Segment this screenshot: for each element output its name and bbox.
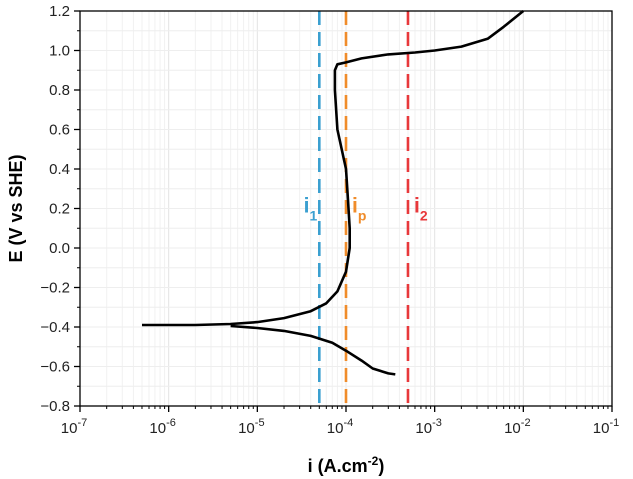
reference-line-labels: i1 ip i2: [304, 194, 428, 223]
x-tick-label: 10-6: [149, 417, 175, 437]
reference-label-subscript: p: [358, 207, 367, 223]
y-tick-label: 1.2: [49, 3, 70, 20]
reference-label-subscript: 1: [310, 207, 318, 223]
y-tick-label: −0.6: [40, 359, 70, 376]
y-tick-label: −0.8: [40, 398, 70, 415]
reference-label-p: ip: [352, 194, 366, 223]
reference-label-base: i: [304, 194, 310, 217]
anodic-curve: [142, 9, 525, 327]
x-axis-title-exponent: -2: [368, 454, 379, 468]
x-tick-label-exponent: -4: [343, 417, 353, 429]
x-tick-label-exponent: -7: [77, 417, 87, 429]
x-tick-label-base: 10: [149, 420, 166, 437]
x-tick-label: 10-7: [61, 417, 87, 437]
x-tick-label-base: 10: [238, 420, 255, 437]
x-tick-label: 10-2: [504, 417, 530, 437]
reference-label-2: i2: [414, 194, 428, 223]
y-tick-label: 1.0: [49, 43, 70, 60]
x-axis-title: i (A.cm-2): [308, 454, 385, 476]
reference-lines: [318, 11, 410, 406]
x-tick-label: 10-1: [593, 417, 619, 437]
y-tick-labels: −0.8 −0.6 −0.4 −0.2 0.0 0.2 0.4 0.6 0.8 1.0 1.2: [40, 3, 70, 415]
y-axis-title: E (V vs SHE): [6, 154, 26, 262]
x-tick-labels: 10-7 10-6 10-5 10-4 10-3 10-2 10-1: [61, 417, 619, 437]
x-tick-label-exponent: -3: [432, 417, 442, 429]
x-tick-label-exponent: -6: [166, 417, 176, 429]
reference-label-base: i: [414, 194, 420, 217]
axis-ticks: [74, 10, 613, 412]
y-tick-label: 0.0: [49, 240, 70, 257]
x-tick-label-exponent: -5: [255, 417, 265, 429]
x-tick-label-base: 10: [327, 420, 344, 437]
x-tick-label: 10-3: [415, 417, 441, 437]
x-tick-label-base: 10: [504, 420, 521, 437]
x-tick-label: 10-5: [238, 417, 264, 437]
reference-label-1: i1: [304, 194, 318, 223]
x-tick-label-exponent: -2: [521, 417, 531, 429]
x-tick-label-base: 10: [61, 420, 78, 437]
y-tick-label: 0.2: [49, 201, 70, 218]
x-tick-label: 10-4: [327, 417, 353, 437]
y-tick-label: −0.4: [40, 319, 70, 336]
y-tick-label: 0.8: [49, 82, 70, 99]
x-tick-label-base: 10: [415, 420, 432, 437]
y-tick-label: 0.4: [49, 161, 70, 178]
x-tick-label-base: 10: [593, 420, 610, 437]
data-series: [142, 9, 525, 376]
x-axis-title-tail: ): [378, 456, 384, 476]
y-tick-label: −0.2: [40, 280, 70, 297]
x-axis-title-base: i (A.cm: [308, 456, 368, 476]
y-tick-label: 0.6: [49, 122, 70, 139]
x-tick-label-exponent: -1: [609, 417, 619, 429]
reference-label-base: i: [352, 194, 358, 217]
cathodic-curve: [230, 324, 396, 376]
reference-label-subscript: 2: [420, 207, 428, 223]
